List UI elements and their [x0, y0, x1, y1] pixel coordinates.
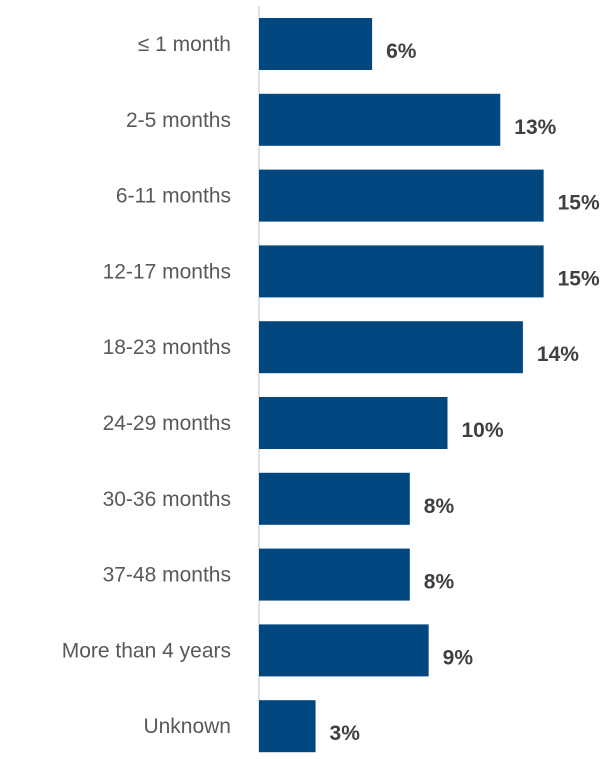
bar — [259, 624, 429, 677]
category-label: ≤ 1 month — [138, 33, 231, 56]
value-label: 6% — [386, 40, 417, 63]
bar — [259, 169, 544, 222]
value-label: 9% — [443, 646, 474, 669]
category-label: 12-17 months — [103, 260, 231, 283]
value-label: 10% — [462, 419, 504, 442]
value-label: 8% — [424, 495, 455, 518]
bar — [259, 397, 448, 449]
value-label: 15% — [558, 192, 600, 215]
category-label: 18-23 months — [103, 336, 231, 359]
category-label: 24-29 months — [103, 412, 231, 435]
bar — [259, 548, 410, 601]
bar — [259, 93, 501, 146]
bar — [259, 245, 544, 298]
category-label: 37-48 months — [103, 564, 231, 587]
bar — [259, 321, 523, 374]
bar — [259, 472, 410, 525]
category-label: Unknown — [143, 715, 231, 738]
value-label: 15% — [558, 267, 600, 290]
bar — [259, 18, 373, 70]
category-label: 30-36 months — [103, 488, 231, 511]
value-label: 13% — [514, 116, 556, 139]
category-label: 2-5 months — [126, 109, 231, 132]
category-label: 6-11 months — [116, 185, 231, 208]
value-label: 3% — [330, 722, 361, 745]
value-label: 14% — [537, 343, 579, 366]
category-label: More than 4 years — [62, 639, 231, 662]
bars-group: ≤ 1 month 6% 2-5 months 13% 6-11 months 15% 12… — [62, 18, 600, 753]
bar — [259, 700, 316, 753]
value-label: 8% — [424, 571, 455, 594]
